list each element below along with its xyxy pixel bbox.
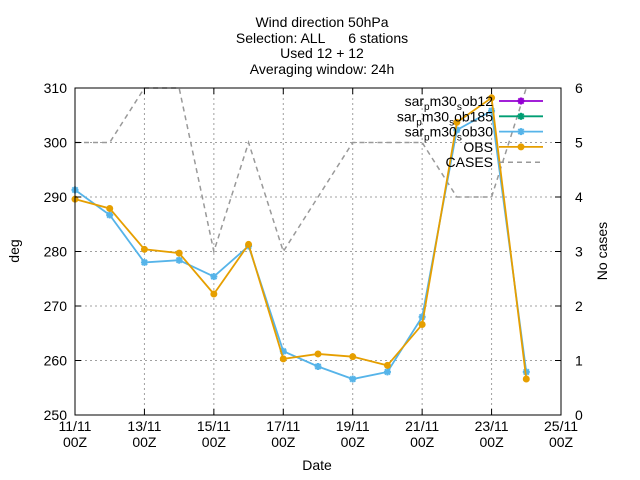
data-point — [418, 321, 426, 329]
legend-entry-cases: CASES — [446, 154, 543, 170]
y2-tick-label: 4 — [575, 189, 583, 205]
y-tick-label: 260 — [44, 353, 68, 369]
y2-tick-label: 6 — [575, 80, 583, 96]
y2-axis-label: No cases — [594, 222, 610, 280]
chart-title: Wind direction 50hPa Selection: ALL 6 st… — [236, 14, 408, 77]
y-tick-label: 270 — [44, 298, 68, 314]
data-point — [106, 211, 114, 219]
y-tick-label: 280 — [44, 244, 68, 260]
series-line-sar-pm30-sob30 — [74, 109, 528, 380]
data-point — [314, 350, 322, 358]
y-tick-label: 250 — [44, 407, 68, 423]
series-cases — [75, 87, 528, 255]
axis-ticks: 11/1100Z13/1100Z15/1100Z17/1100Z19/1100Z… — [44, 80, 583, 450]
legend-marker — [517, 112, 525, 120]
legend-marker — [517, 128, 525, 136]
legend-marker — [517, 97, 525, 105]
x-tick-label-time: 00Z — [410, 434, 435, 450]
x-tick-label-time: 00Z — [132, 434, 157, 450]
data-point — [140, 258, 148, 266]
legend-label: sarpm30sob30 — [405, 124, 494, 144]
x-tick-label-date: 15/11 — [197, 418, 231, 434]
title-line-4: Averaging window: 24h — [250, 61, 395, 77]
data-point — [175, 256, 183, 264]
data-point — [210, 290, 218, 298]
legend-entry-sar-pm30-sob12: sarpm30sob12 — [405, 93, 543, 113]
data-point — [522, 375, 530, 383]
legend-entry-sar-pm30-sob30: sarpm30sob30 — [405, 124, 543, 144]
x-tick-label-date: 25/11 — [544, 418, 578, 434]
x-tick-label-date: 17/11 — [266, 418, 300, 434]
series-line-obs — [74, 96, 528, 380]
x-tick-label-date: 19/11 — [336, 418, 370, 434]
x-tick-label-date: 23/11 — [475, 418, 509, 434]
data-point — [349, 375, 357, 383]
series-obs — [71, 94, 530, 383]
y2-tick-label: 2 — [575, 298, 583, 314]
data-point — [349, 353, 357, 361]
series-line-cases — [75, 87, 528, 255]
data-point — [453, 118, 461, 126]
data-point — [210, 273, 218, 281]
data-point — [106, 204, 114, 212]
y2-tick-label: 3 — [575, 244, 583, 260]
data-point — [279, 355, 287, 363]
data-point — [314, 362, 322, 370]
y-tick-label: 290 — [44, 189, 68, 205]
y-tick-label: 300 — [44, 135, 68, 151]
grid — [75, 88, 561, 415]
data-point — [175, 249, 183, 257]
legend-label: OBS — [463, 139, 493, 155]
x-tick-label-time: 00Z — [271, 434, 296, 450]
title-line-3: Used 12 + 12 — [280, 45, 364, 61]
x-tick-label-time: 00Z — [480, 434, 505, 450]
legend-label: CASES — [446, 154, 493, 170]
data-point — [383, 361, 391, 369]
data-point — [140, 245, 148, 253]
y2-tick-label: 0 — [575, 407, 583, 423]
x-tick-label-time: 00Z — [202, 434, 227, 450]
x-tick-label-date: 13/11 — [127, 418, 161, 434]
legend-entry-obs: OBS — [463, 139, 543, 155]
legend-entry-sar-pm30-sob185: sarpm30sob185 — [397, 108, 543, 128]
title-line-2: Selection: ALL 6 stations — [236, 30, 408, 46]
y2-tick-label: 5 — [575, 135, 583, 151]
series-layer — [71, 87, 530, 383]
legend-label: sarpm30sob12 — [405, 93, 494, 113]
data-point — [245, 240, 253, 248]
x-tick-label-time: 00Z — [549, 434, 574, 450]
legend: sarpm30sob12sarpm30sob185sarpm30sob30OBS… — [397, 93, 543, 170]
y-axis-label: deg — [6, 239, 22, 262]
x-tick-label-time: 00Z — [341, 434, 366, 450]
x-tick-label-date: 11/11 — [59, 418, 92, 434]
data-point — [488, 94, 496, 102]
x-axis-label: Date — [302, 457, 332, 473]
data-point — [383, 368, 391, 376]
y2-tick-label: 1 — [575, 353, 583, 369]
title-line-1: Wind direction 50hPa — [255, 14, 388, 30]
x-tick-label-date: 21/11 — [405, 418, 439, 434]
legend-label: sarpm30sob185 — [397, 108, 493, 128]
y-tick-label: 310 — [44, 80, 68, 96]
legend-marker — [517, 143, 525, 151]
x-tick-label-time: 00Z — [63, 434, 88, 450]
